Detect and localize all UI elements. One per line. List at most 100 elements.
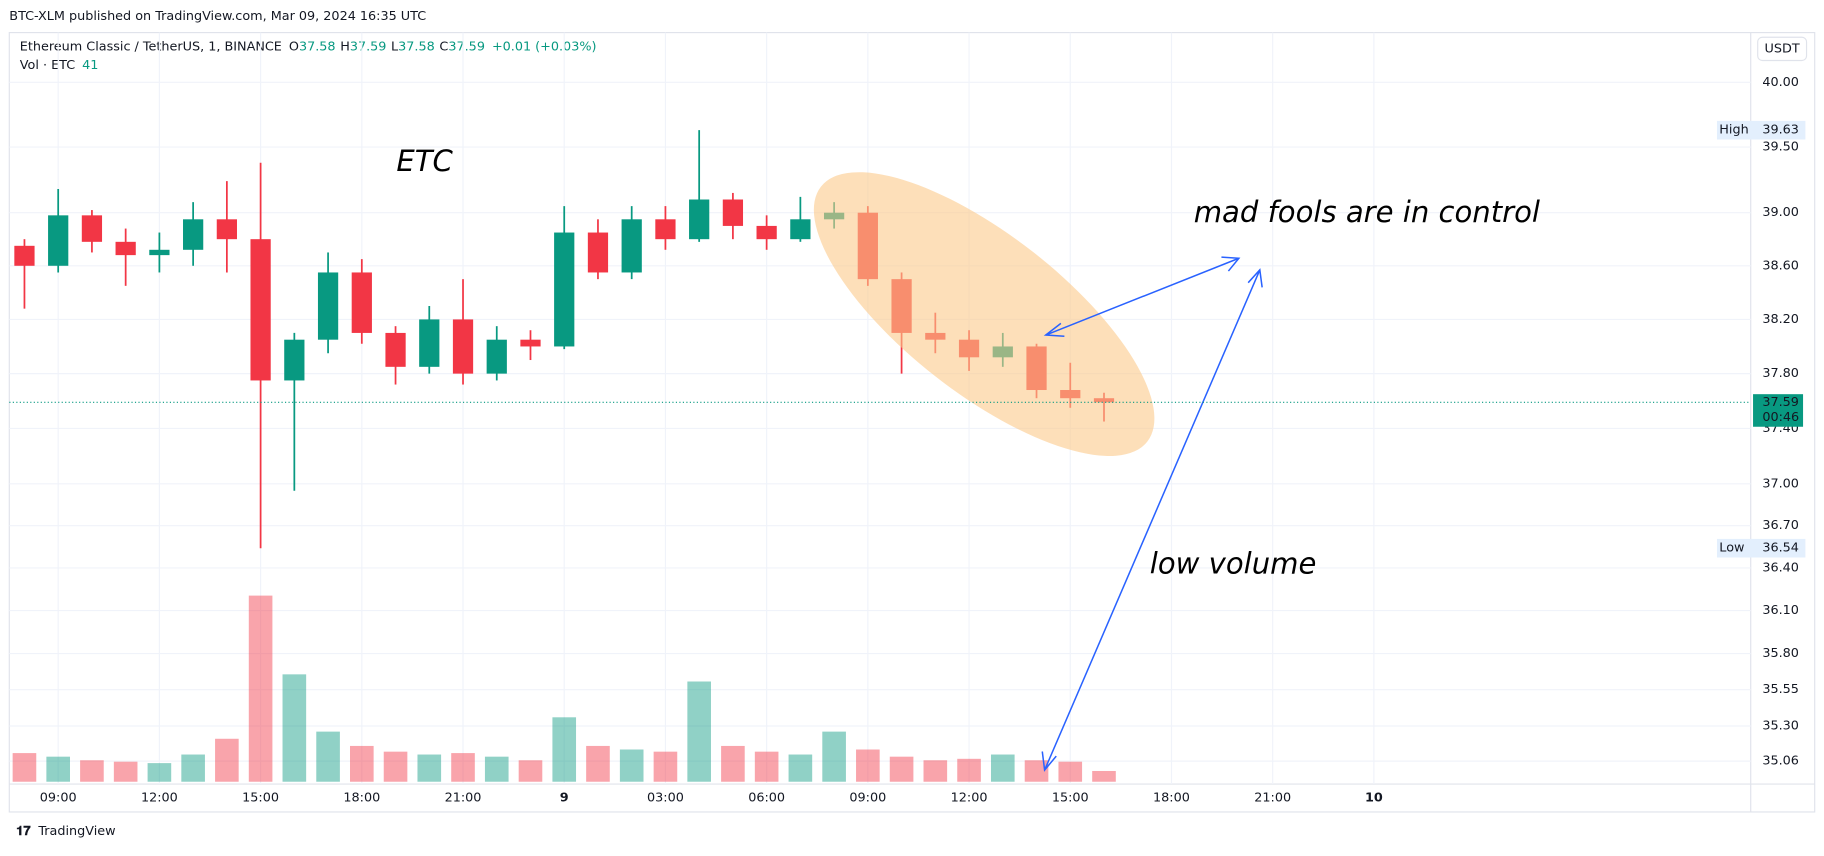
volume-bar — [1092, 770, 1116, 782]
y-tick-label: 36.70 — [1762, 518, 1799, 533]
x-tick-label: 9 — [560, 791, 569, 806]
marker-value: 39.63 — [1762, 123, 1799, 138]
candle-body — [486, 339, 507, 374]
annotation: low volume — [1150, 546, 1317, 580]
ohlc-key: H — [340, 39, 350, 54]
volume-bar — [46, 756, 70, 782]
volume-bar — [417, 754, 442, 782]
ohlc-value: 37.59 — [350, 39, 387, 54]
ohlc-key: L — [391, 39, 399, 54]
candle-body — [14, 245, 35, 266]
volume-bar — [1024, 760, 1049, 782]
candle-body — [115, 241, 136, 256]
volume-bar — [822, 731, 846, 782]
y-tick-label: 39.50 — [1762, 140, 1799, 155]
volume-bar — [215, 738, 239, 782]
y-tick-label: 35.55 — [1762, 682, 1799, 697]
ohlc-key: O — [289, 39, 299, 54]
x-tick-label: 09:00 — [849, 791, 886, 806]
y-tick-label: 40.00 — [1762, 75, 1799, 90]
volume-bar — [990, 754, 1015, 782]
chart-frame — [8, 32, 1816, 813]
x-tick-label: 21:00 — [1254, 791, 1291, 806]
candle-body — [790, 219, 811, 240]
volume-bar — [451, 753, 475, 782]
volume-bar — [383, 751, 408, 782]
candle-body — [520, 339, 541, 347]
candle-body — [351, 272, 372, 333]
y-tick-label: 35.30 — [1762, 718, 1799, 733]
x-tick-label: 12:00 — [141, 791, 178, 806]
published-line: BTC-XLM published on TradingView.com, Ma… — [9, 9, 426, 24]
marker-tag — [1716, 538, 1806, 558]
candle-body — [183, 219, 204, 250]
currency-button[interactable] — [1757, 36, 1808, 62]
ohlc-value: 37.58 — [398, 39, 435, 54]
volume-bar — [518, 760, 543, 782]
marker-name: Low — [1719, 541, 1744, 556]
arrow-head — [1221, 256, 1241, 272]
highlight-ellipse — [813, 172, 1155, 456]
volume-value: 41 — [82, 58, 98, 73]
x-tick-label: 10 — [1365, 791, 1383, 806]
y-tick-label: 38.20 — [1762, 312, 1799, 327]
candle-body — [419, 319, 440, 367]
volume-bar — [586, 745, 610, 782]
arrow-head — [1247, 268, 1263, 288]
candle-body — [284, 339, 305, 381]
volume-bar — [788, 754, 813, 782]
arrow-head — [1041, 751, 1057, 772]
annotation: ETC — [396, 144, 453, 178]
arrow-head — [1043, 322, 1065, 337]
x-tick-label: 21:00 — [445, 791, 482, 806]
annotation: mad fools are in control — [1194, 195, 1540, 229]
volume-bar — [619, 749, 644, 782]
marker-name: High — [1719, 123, 1748, 138]
candle-body — [689, 199, 710, 240]
volume-bar — [687, 681, 711, 782]
volume-bar — [316, 731, 340, 782]
candle-body — [452, 319, 474, 374]
candle-body — [250, 239, 271, 381]
y-tick-label: 36.40 — [1762, 560, 1799, 575]
volume-bar — [113, 761, 138, 782]
volume-bar — [856, 749, 880, 782]
last-price-tag — [1753, 394, 1804, 427]
y-tick-label: 39.00 — [1762, 205, 1799, 220]
candle-body — [655, 219, 676, 240]
x-tick-label: 09:00 — [40, 791, 77, 806]
ohlc-value: 37.58 — [299, 39, 336, 54]
footer-brand: TradingView — [37, 824, 115, 839]
marker-tag — [1716, 120, 1806, 140]
candle-body — [149, 249, 170, 256]
volume-bar — [653, 751, 678, 782]
volume-bar — [282, 674, 307, 782]
x-tick-label: 12:00 — [951, 791, 988, 806]
x-tick-label: 15:00 — [1052, 791, 1089, 806]
currency-label[interactable]: USDT — [1765, 41, 1800, 56]
candle-body — [81, 215, 103, 242]
x-tick-label: 06:00 — [748, 791, 785, 806]
candle-body — [621, 219, 642, 273]
countdown: 00:46 — [1762, 410, 1799, 425]
volume-bar — [12, 753, 37, 782]
y-tick-label: 38.60 — [1762, 258, 1799, 273]
x-tick-label: 18:00 — [1153, 791, 1190, 806]
y-tick-label: 35.80 — [1762, 646, 1799, 661]
volume-bar — [350, 745, 374, 782]
candle-body — [554, 232, 575, 347]
y-tick-label: 36.10 — [1762, 603, 1799, 618]
last-price-label: 37.59 — [1762, 395, 1799, 410]
volume-bar — [754, 751, 779, 782]
volume-bar — [1058, 761, 1083, 782]
volume-bar — [889, 756, 914, 782]
y-tick-label: 37.80 — [1762, 366, 1799, 381]
arrow-line — [1045, 257, 1240, 336]
volume-bar — [248, 595, 273, 782]
volume-bar — [181, 754, 205, 782]
volume-bar — [721, 745, 745, 782]
volume-bar — [923, 760, 948, 782]
candle-body — [385, 332, 406, 367]
